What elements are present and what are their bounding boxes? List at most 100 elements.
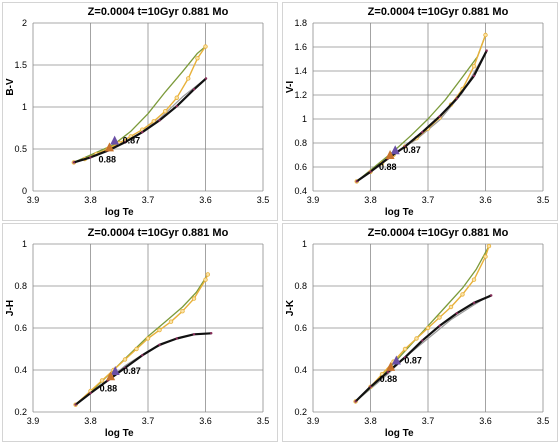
- series-point: [191, 296, 197, 301]
- x-tick-label: 3.9: [27, 195, 40, 205]
- mass-label: 0.87: [123, 136, 141, 146]
- series-point: [74, 403, 77, 406]
- series-point: [471, 277, 477, 282]
- x-tick-label: 3.7: [142, 195, 155, 205]
- series-point: [425, 325, 431, 331]
- chart-panel-vi: 3.9 3.8 3.7 3.6 3.5 0.4 0.6 0.8 1 1.2 1.4 1.6 1.8 Z=0…: [282, 2, 558, 221]
- x-tick-label: 3.5: [257, 195, 270, 205]
- x-tick-label: 3.7: [422, 195, 435, 205]
- mass-label: 0.87: [123, 366, 141, 376]
- series-point: [192, 88, 196, 91]
- mass-marker: [391, 355, 401, 365]
- mass-marker: [110, 135, 120, 145]
- chart-panel-jh: 3.9 3.8 3.7 3.6 3.5 0.2 0.4 0.6 0.8 1 Z=0.0004 t=1…: [2, 223, 278, 442]
- y-tick-label: 2: [22, 18, 27, 28]
- series-point: [455, 97, 458, 100]
- series-point: [205, 272, 210, 277]
- series-point: [210, 332, 213, 335]
- series-line: [355, 293, 492, 402]
- mass-label: 0.88: [380, 374, 398, 384]
- series-point: [472, 301, 476, 304]
- y-tick-label: 0.2: [14, 407, 27, 417]
- y-tick-label: 0.6: [14, 323, 27, 333]
- y-tick-label: 1.6: [294, 42, 307, 52]
- y-tick-label: 0.4: [294, 365, 307, 375]
- series-point: [192, 333, 196, 336]
- grid: [32, 22, 264, 192]
- series-point: [386, 370, 389, 374]
- y-tick-label: 0.5: [14, 144, 27, 154]
- series-line: [356, 34, 487, 182]
- y-tick-label: 1.4: [294, 66, 307, 76]
- series-point: [89, 156, 92, 159]
- mass-label: 0.88: [98, 154, 116, 164]
- x-tick-label: 3.5: [537, 195, 550, 205]
- y-tick-label: 1: [22, 239, 27, 249]
- x-tick-label: 3.7: [422, 416, 435, 426]
- mass-marker: [386, 361, 396, 371]
- series-point: [141, 354, 144, 357]
- x-tick-label: 3.6: [479, 416, 492, 426]
- series-point: [438, 324, 441, 328]
- series-point: [158, 343, 161, 346]
- series-point: [369, 170, 372, 173]
- x-axis-label: log Te: [105, 428, 134, 439]
- series-point: [485, 49, 488, 52]
- y-tick-label: 0.6: [294, 162, 307, 172]
- mass-marker: [106, 371, 116, 381]
- grid: [312, 22, 544, 192]
- series-point: [175, 104, 178, 108]
- y-tick-label: 1: [22, 102, 27, 112]
- chart-jk: 3.9 3.8 3.7 3.6 3.5 0.2 0.4 0.6 0.8 1 Z=0.0004 t=1…: [285, 227, 549, 439]
- y-tick-label: 0.8: [294, 138, 307, 148]
- series-point: [180, 308, 185, 314]
- series-point: [403, 356, 407, 359]
- series-point: [175, 337, 178, 340]
- y-tick-label: 0.4: [294, 186, 307, 196]
- series-point: [195, 56, 200, 61]
- mass-label: 0.87: [403, 145, 421, 155]
- chart-title: Z=0.0004 t=10Gyr 0.881 Mo: [88, 6, 229, 18]
- series-line: [356, 34, 487, 182]
- series-line: [73, 77, 207, 163]
- series-point: [471, 64, 477, 69]
- series-point: [89, 391, 92, 395]
- series-line: [355, 245, 490, 402]
- series-point: [354, 400, 357, 403]
- mass-label: 0.87: [404, 356, 422, 366]
- y-tick-label: 0.8: [14, 281, 27, 291]
- x-tick-label: 3.9: [307, 195, 320, 205]
- series-point: [134, 346, 139, 352]
- x-tick-label: 3.5: [257, 416, 270, 426]
- x-tick-label: 3.7: [142, 416, 155, 426]
- y-tick-label: 1.8: [294, 18, 307, 28]
- series-point: [460, 292, 465, 297]
- series-point: [123, 366, 127, 370]
- series-point: [472, 74, 476, 78]
- series-line: [75, 274, 209, 406]
- series-point: [355, 180, 358, 183]
- series-point: [174, 95, 179, 100]
- x-tick-label: 3.8: [84, 416, 97, 426]
- series-point: [204, 77, 208, 80]
- series-point: [421, 131, 424, 134]
- series-point: [158, 119, 161, 122]
- y-axis-label: J-H: [5, 300, 16, 316]
- series-point: [72, 161, 76, 164]
- series-point: [486, 243, 492, 249]
- y-axis-label: J-K: [285, 299, 296, 316]
- x-tick-label: 3.6: [199, 195, 212, 205]
- x-axis-label: log Te: [105, 207, 134, 218]
- series-point: [403, 145, 407, 148]
- series-point: [186, 76, 191, 81]
- series-line: [355, 245, 490, 402]
- series-point: [402, 346, 408, 352]
- y-tick-label: 0.8: [294, 281, 307, 291]
- x-tick-label: 3.6: [479, 195, 492, 205]
- y-tick-label: 1: [302, 239, 307, 249]
- series-point: [437, 315, 442, 320]
- series-line: [354, 294, 492, 403]
- chart-bv: 3.9 3.8 3.7 3.6 3.5 0 0.5 1 1.5 2 Z=0.0004 t=10Gyr…: [5, 6, 270, 218]
- chart-title: Z=0.0004 t=10Gyr 0.881 Mo: [368, 227, 509, 239]
- x-tick-label: 3.6: [199, 416, 212, 426]
